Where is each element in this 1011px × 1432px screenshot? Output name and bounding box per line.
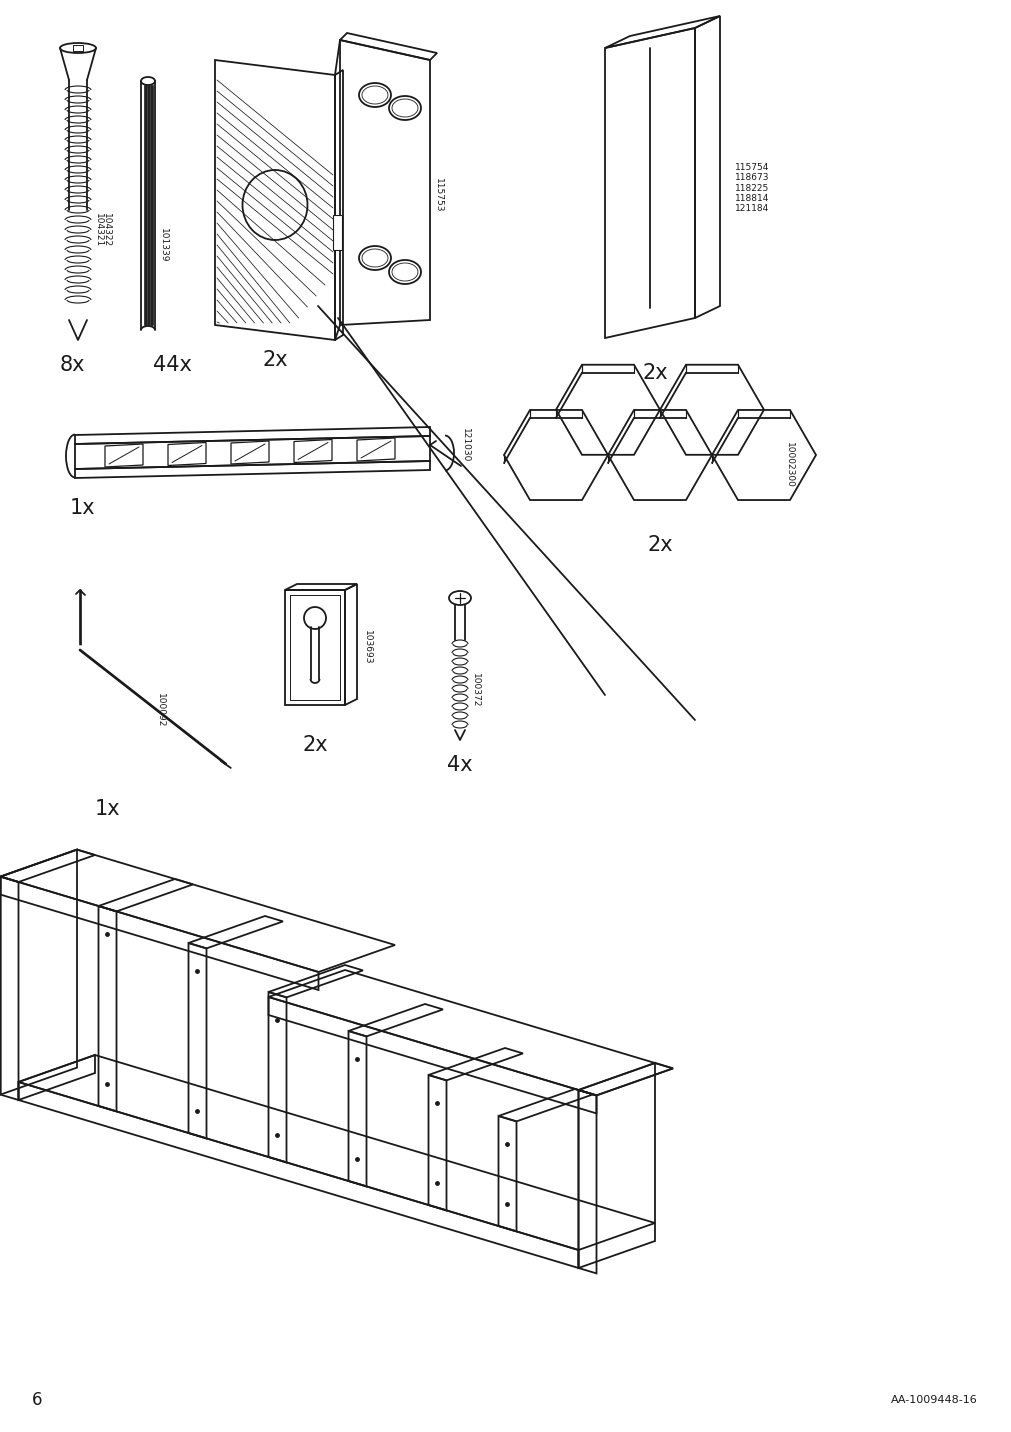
- Text: 104322: 104322: [101, 213, 110, 248]
- Text: 1x: 1x: [95, 799, 120, 819]
- Text: 2x: 2x: [647, 536, 672, 556]
- Text: 121030: 121030: [460, 428, 469, 463]
- Text: 8x: 8x: [60, 355, 85, 375]
- Text: 2x: 2x: [642, 362, 667, 382]
- Ellipse shape: [449, 591, 470, 604]
- Text: 4x: 4x: [447, 755, 472, 775]
- Text: 6: 6: [32, 1390, 42, 1409]
- Text: 44x: 44x: [153, 355, 192, 375]
- Ellipse shape: [141, 77, 155, 84]
- Text: 100372: 100372: [470, 673, 479, 707]
- Text: 115754
118673
118225
118814
121184: 115754 118673 118225 118814 121184: [734, 163, 768, 213]
- Text: 2x: 2x: [302, 735, 328, 755]
- Text: 1x: 1x: [70, 498, 95, 518]
- Text: AA-1009448-16: AA-1009448-16: [891, 1395, 977, 1405]
- Text: 10002300: 10002300: [784, 442, 793, 488]
- Text: 100092: 100092: [156, 693, 165, 727]
- Text: 103693: 103693: [362, 630, 371, 664]
- Text: 2x: 2x: [262, 349, 287, 369]
- Ellipse shape: [60, 43, 96, 53]
- Circle shape: [303, 607, 326, 629]
- Polygon shape: [333, 215, 342, 251]
- Ellipse shape: [243, 170, 307, 241]
- Text: 101339: 101339: [159, 228, 168, 262]
- Text: 104321: 104321: [93, 213, 102, 248]
- Text: 115753: 115753: [433, 178, 442, 212]
